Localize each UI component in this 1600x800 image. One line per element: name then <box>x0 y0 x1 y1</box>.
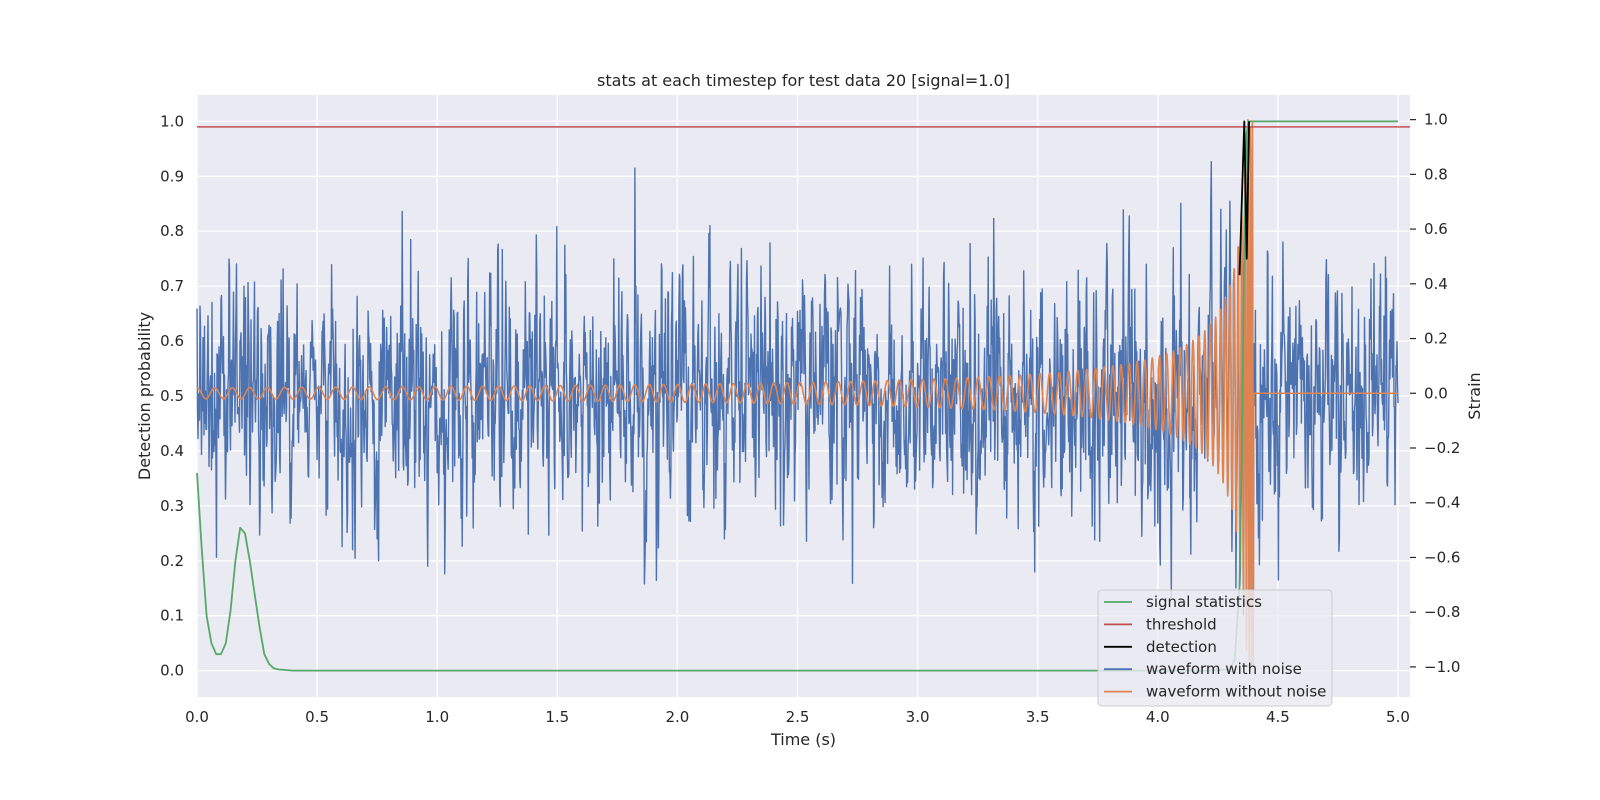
y-tick-label: 0.5 <box>160 387 184 405</box>
y-tick-label: 0.1 <box>160 607 184 625</box>
legend-box <box>1097 589 1333 707</box>
y2-tick-label: 0.6 <box>1424 220 1448 238</box>
legend-label: detection <box>1146 638 1217 656</box>
x-tick-label: 0.0 <box>185 708 209 726</box>
y2-tick-label: 0.2 <box>1424 330 1448 348</box>
y2-axis-title: Strain <box>1465 372 1484 419</box>
y2-tick-label: −0.6 <box>1424 548 1460 566</box>
y-tick-label: 0.8 <box>160 222 184 240</box>
signal-statistics-line <box>196 120 1398 672</box>
y2-tick-label: 0.8 <box>1424 165 1448 183</box>
y-tick-label: 0.6 <box>160 332 184 350</box>
x-tick-label: 4.0 <box>1146 708 1170 726</box>
detection-line <box>1238 120 1250 276</box>
x-tick-label: 3.5 <box>1026 708 1050 726</box>
y-tick-label: 0.0 <box>160 662 184 680</box>
legend-label: threshold <box>1146 615 1217 633</box>
legend-label: waveform without noise <box>1146 683 1326 701</box>
x-tick-label: 3.0 <box>906 708 930 726</box>
x-tick-label: 2.0 <box>665 708 689 726</box>
y2-tick-label: −0.8 <box>1424 603 1460 621</box>
waveform-without-noise-line <box>196 119 1399 668</box>
y2-tick-label: −1.0 <box>1424 658 1460 676</box>
x-tick-label: 0.5 <box>305 708 329 726</box>
y-tick-label: 0.3 <box>160 497 184 515</box>
x-tick-label: 4.5 <box>1266 708 1290 726</box>
y2-tick-label: 0.0 <box>1424 384 1448 402</box>
y-tick-label: 0.7 <box>160 277 184 295</box>
legend-label: signal statistics <box>1146 593 1262 611</box>
waveform-without-noise-layer <box>196 119 1399 668</box>
x-tick-label: 5.0 <box>1386 708 1410 726</box>
y2-tick-label: 1.0 <box>1424 111 1448 129</box>
y-tick-label: 1.0 <box>160 112 184 130</box>
y-axis-title: Detection probability <box>135 312 154 480</box>
x-tick-label: 2.5 <box>786 708 810 726</box>
x-tick-label: 1.0 <box>425 708 449 726</box>
probability-layer <box>196 120 1410 672</box>
y2-tick-label: −0.2 <box>1424 439 1460 457</box>
legend: signal statistics threshold detection wavef… <box>1097 589 1333 707</box>
axes: 0.0 0.5 1.0 1.5 2.0 2.5 3.0 3.5 4.0 4.5 5.0 0.0 0.1 0… <box>160 111 1460 726</box>
x-axis-title: Time (s) <box>770 730 836 749</box>
chart-title: stats at each timestep for test data 20 … <box>597 71 1010 90</box>
y-tick-label: 0.9 <box>160 167 184 185</box>
y2-tick-label: 0.4 <box>1424 275 1448 293</box>
y-tick-label: 0.4 <box>160 442 184 460</box>
y2-tick-label: −0.4 <box>1424 494 1460 512</box>
x-tick-label: 1.5 <box>545 708 569 726</box>
legend-label: waveform with noise <box>1146 660 1302 678</box>
y-tick-label: 0.2 <box>160 552 184 570</box>
